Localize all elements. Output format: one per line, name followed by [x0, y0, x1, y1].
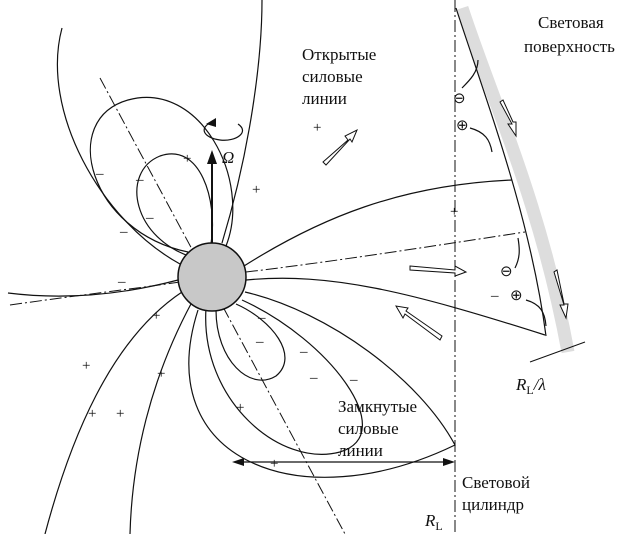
label: цилиндр [462, 495, 524, 514]
charge-sign: – [374, 396, 383, 412]
open-line [243, 179, 513, 267]
label: силовые [338, 419, 399, 438]
arrow-head [232, 458, 244, 466]
width-marker [529, 341, 586, 363]
open-line [129, 301, 193, 534]
charge-sign: ⊖ [500, 264, 513, 280]
charge-sign: + [157, 366, 165, 382]
charge-sign: + [88, 406, 96, 422]
label: Замкнутые [338, 397, 417, 416]
charge-sign: – [490, 288, 499, 304]
flow-arrow [499, 99, 517, 138]
suffix: /λ [533, 375, 546, 394]
charge-sign: – [255, 334, 264, 350]
charge-sign: + [313, 120, 321, 136]
neutron-star [177, 242, 247, 312]
radius-lambda-label: RL/λ [515, 375, 546, 397]
charge-sign: – [309, 370, 318, 386]
subscript: L [526, 383, 533, 397]
flow-arrow [395, 305, 443, 341]
charge-sign: – [299, 344, 308, 360]
current-arrow [469, 127, 493, 153]
light-surface-band [455, 5, 575, 354]
label: Открытые [302, 45, 376, 64]
charge-sign: – [257, 310, 266, 326]
charge-sign: ⊕ [456, 118, 469, 134]
charge-sign: – [145, 210, 154, 226]
charge-sign: + [82, 358, 90, 374]
current-arrow [525, 299, 547, 327]
charge-sign: – [135, 172, 144, 188]
charge-sign: + [183, 151, 191, 167]
arrow-head [206, 118, 216, 127]
rotation-arrow [203, 121, 244, 141]
symbol: R [515, 375, 527, 394]
current-arrow [514, 237, 520, 269]
equator-right [245, 231, 526, 273]
charge-sign: ⊖ [453, 91, 466, 107]
radius-label: RL [424, 511, 443, 533]
open-line [44, 291, 183, 534]
charge-sign: – [349, 372, 358, 388]
charge-sign: + [270, 456, 278, 472]
closed-line [205, 299, 363, 455]
open-line [221, 0, 263, 244]
flow-arrow [409, 265, 468, 277]
charge-sign: + [236, 400, 244, 416]
open-line [56, 27, 181, 265]
arrow-head [207, 150, 217, 164]
charge-sign: – [119, 224, 128, 240]
charge-sign: – [117, 274, 126, 290]
label: линии [338, 441, 383, 460]
omega-label: Ω [222, 148, 234, 167]
charge-sign: – [95, 166, 104, 182]
flow-arrow [553, 269, 569, 320]
symbol: R [424, 511, 436, 530]
label: линии [302, 89, 347, 108]
label: Световая [538, 13, 604, 32]
label: поверхность [524, 37, 615, 56]
charge-sign: + [252, 182, 260, 198]
label: силовые [302, 67, 363, 86]
arrow-head [443, 458, 455, 466]
charge-sign: + [116, 406, 124, 422]
charge-sign: ⊕ [510, 288, 523, 304]
current-arrow [461, 59, 479, 89]
light-surface-line [455, 7, 547, 337]
flow-arrow [322, 128, 358, 166]
equator-left [9, 281, 181, 306]
closed-line [136, 153, 214, 259]
open-line [245, 277, 546, 336]
subscript: L [435, 519, 442, 533]
charge-sign: + [152, 308, 160, 324]
closed-line [215, 303, 286, 381]
label: Световой [462, 473, 530, 492]
charge-sign: + [450, 204, 458, 220]
magnetic-axis [99, 77, 346, 534]
open-line [7, 279, 179, 297]
